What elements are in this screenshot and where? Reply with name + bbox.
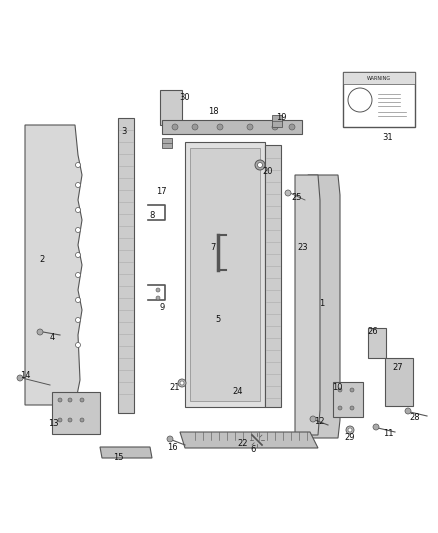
Circle shape [373,424,379,430]
Circle shape [75,297,81,303]
Text: 22: 22 [238,439,248,448]
Circle shape [346,426,354,434]
Bar [385,358,413,406]
Circle shape [348,428,352,432]
Text: 7: 7 [210,244,215,253]
Text: 5: 5 [215,316,221,325]
Circle shape [167,436,173,442]
Bar [343,72,415,127]
Circle shape [75,163,81,167]
Circle shape [405,408,411,414]
Text: WARNING: WARNING [367,76,391,80]
Circle shape [75,272,81,278]
Circle shape [75,253,81,257]
Circle shape [80,398,84,402]
Circle shape [247,124,253,130]
Polygon shape [308,175,340,438]
Bar [162,138,172,148]
Circle shape [350,388,354,392]
Text: 10: 10 [332,384,342,392]
Text: 15: 15 [113,454,123,463]
Text: 26: 26 [367,327,378,336]
Circle shape [348,88,372,112]
Text: 6: 6 [250,446,256,455]
Text: 4: 4 [49,334,55,343]
Polygon shape [25,125,82,405]
Bar [162,120,302,134]
Text: 8: 8 [149,211,155,220]
Text: 24: 24 [233,387,243,397]
Text: 17: 17 [155,188,166,197]
Text: 16: 16 [167,442,177,451]
Text: 25: 25 [292,192,302,201]
Bar [160,90,182,125]
Circle shape [75,182,81,188]
Text: 31: 31 [383,133,393,141]
Text: 28: 28 [410,414,420,423]
Bar [52,392,100,434]
Circle shape [255,160,265,170]
Bar [272,115,282,127]
Text: 2: 2 [39,255,45,264]
Text: 3: 3 [121,127,127,136]
Circle shape [68,418,72,422]
Polygon shape [295,175,320,435]
Bar [333,382,363,417]
Text: 14: 14 [20,370,30,379]
Circle shape [68,398,72,402]
Polygon shape [180,432,318,448]
Polygon shape [100,447,152,458]
Bar [368,328,386,358]
Circle shape [37,329,43,335]
Circle shape [178,379,186,387]
Circle shape [75,207,81,213]
Circle shape [192,124,198,130]
Text: 29: 29 [345,433,355,442]
Text: 23: 23 [298,244,308,253]
Text: 27: 27 [393,364,403,373]
Circle shape [338,406,342,410]
Circle shape [350,406,354,410]
Bar [185,142,265,407]
Circle shape [17,375,23,381]
Circle shape [156,296,160,300]
Circle shape [75,343,81,348]
Circle shape [58,398,62,402]
Text: 11: 11 [383,429,393,438]
Circle shape [217,124,223,130]
Bar [118,118,134,413]
Text: 12: 12 [314,417,324,426]
Text: 18: 18 [208,108,218,117]
Circle shape [172,124,178,130]
Circle shape [180,381,184,385]
Text: 13: 13 [48,418,58,427]
Text: 20: 20 [263,167,273,176]
Circle shape [80,418,84,422]
Bar [265,145,281,407]
Circle shape [338,388,342,392]
Circle shape [289,124,295,130]
Circle shape [285,190,291,196]
Circle shape [310,416,316,422]
Text: 30: 30 [180,93,191,102]
Text: 21: 21 [170,384,180,392]
Circle shape [75,228,81,232]
Circle shape [75,318,81,322]
Circle shape [258,163,262,167]
Bar [343,72,415,84]
Bar [190,148,260,401]
Circle shape [58,418,62,422]
Circle shape [156,288,160,292]
Text: 9: 9 [159,303,165,312]
Text: 19: 19 [276,114,286,123]
Text: 1: 1 [319,298,325,308]
Circle shape [272,124,278,130]
